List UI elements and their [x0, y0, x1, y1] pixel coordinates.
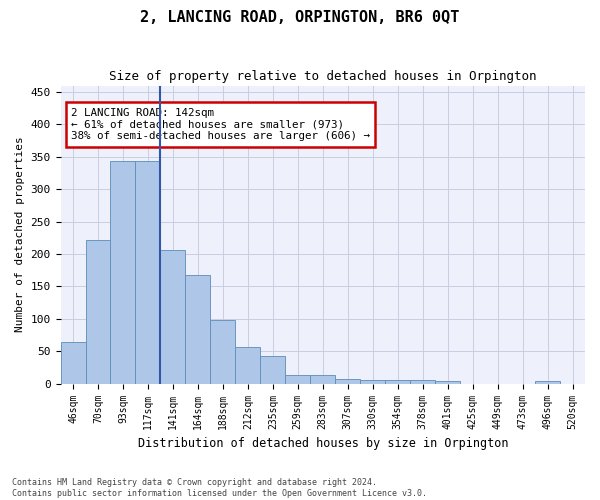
X-axis label: Distribution of detached houses by size in Orpington: Distribution of detached houses by size … — [137, 437, 508, 450]
Bar — [185, 275, 211, 384]
Bar — [110, 162, 136, 384]
Bar — [360, 380, 385, 384]
Bar — [535, 381, 560, 384]
Bar — [235, 348, 260, 384]
Bar — [211, 320, 235, 384]
Bar — [86, 240, 110, 384]
Bar — [435, 381, 460, 384]
Bar — [286, 376, 310, 384]
Text: 2, LANCING ROAD, ORPINGTON, BR6 0QT: 2, LANCING ROAD, ORPINGTON, BR6 0QT — [140, 10, 460, 25]
Text: Contains HM Land Registry data © Crown copyright and database right 2024.
Contai: Contains HM Land Registry data © Crown c… — [12, 478, 427, 498]
Text: 2 LANCING ROAD: 142sqm
← 61% of detached houses are smaller (973)
38% of semi-de: 2 LANCING ROAD: 142sqm ← 61% of detached… — [71, 108, 370, 141]
Bar — [136, 162, 160, 384]
Bar — [335, 378, 360, 384]
Bar — [61, 342, 86, 384]
Y-axis label: Number of detached properties: Number of detached properties — [15, 136, 25, 332]
Title: Size of property relative to detached houses in Orpington: Size of property relative to detached ho… — [109, 70, 536, 83]
Bar — [410, 380, 435, 384]
Bar — [260, 356, 286, 384]
Bar — [160, 250, 185, 384]
Bar — [385, 380, 410, 384]
Bar — [310, 376, 335, 384]
